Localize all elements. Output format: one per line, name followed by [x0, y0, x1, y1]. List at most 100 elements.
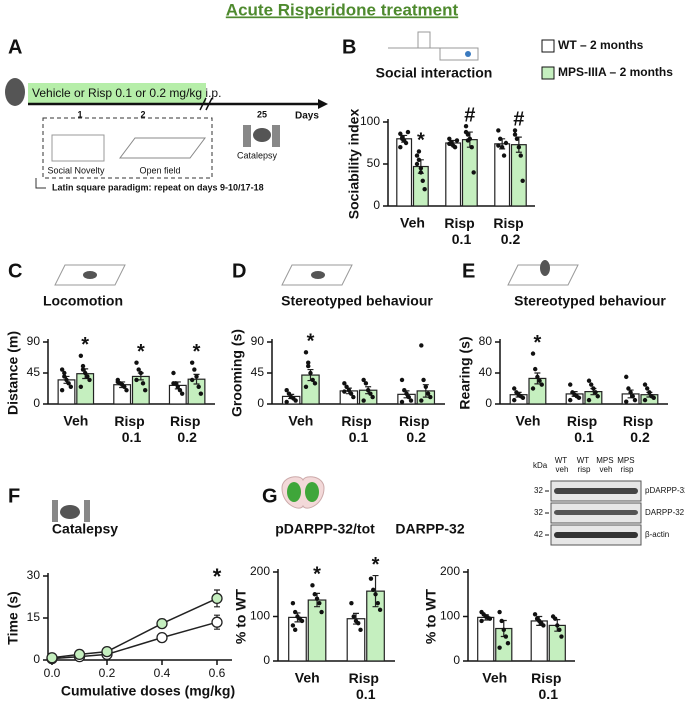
x-tick-label: Risp 0.1 — [114, 413, 148, 445]
data-point — [87, 377, 92, 383]
data-point — [530, 386, 536, 391]
data-point — [310, 583, 315, 588]
data-point — [303, 350, 309, 355]
data-point — [319, 609, 324, 615]
data-point — [418, 166, 424, 171]
bar — [445, 142, 462, 207]
data-point — [422, 187, 427, 192]
data-point — [175, 384, 181, 389]
panel-label: C — [8, 260, 22, 282]
data-point — [284, 388, 289, 393]
data-point — [344, 384, 349, 389]
data-point — [535, 374, 540, 380]
data-point — [496, 143, 501, 148]
data-point — [312, 592, 317, 597]
data-point — [420, 178, 425, 183]
data-point — [198, 391, 204, 396]
x-tick-label: Veh — [63, 413, 88, 429]
data-point — [293, 398, 298, 403]
lane-label: WT veh — [555, 456, 570, 474]
data-point — [403, 140, 409, 146]
y-tick-label: 45 — [251, 365, 265, 379]
apparatus-icon — [243, 125, 251, 147]
x-tick-label: Risp 0.1 — [567, 413, 601, 445]
data-point — [80, 367, 86, 372]
apparatus-icon — [84, 500, 90, 522]
data-point — [632, 397, 638, 403]
bar — [346, 618, 366, 662]
data-point — [189, 360, 195, 365]
blot-image — [550, 480, 642, 546]
data-point — [447, 141, 452, 147]
data-point — [171, 381, 176, 386]
data-point — [586, 378, 592, 383]
timeline-arrow — [318, 99, 328, 109]
data-point — [498, 136, 503, 141]
x-tick-label: Risp 0.2 — [170, 413, 204, 445]
data-point — [589, 382, 594, 387]
data-point — [140, 381, 146, 386]
data-point — [505, 641, 511, 646]
y-axis-label: Time (s) — [5, 591, 21, 644]
blot-band — [554, 510, 638, 515]
x-axis-label: Cumulative doses (mg/kg) — [61, 683, 235, 699]
apparatus-icon — [54, 264, 126, 286]
data-point — [62, 370, 67, 376]
data-point — [512, 397, 517, 403]
mouse-icon — [60, 505, 80, 519]
mouse-icon — [253, 128, 271, 142]
data-point — [62, 374, 67, 379]
x-tick-label: Veh — [516, 413, 541, 429]
data-point — [312, 381, 318, 386]
y-axis-label: Grooming (s) — [229, 329, 245, 417]
data-point — [496, 128, 501, 133]
y-axis-label: Distance (m) — [5, 331, 21, 415]
day-label: 1 — [77, 109, 82, 119]
data-point — [512, 132, 518, 137]
data-point — [447, 136, 452, 141]
data-point — [290, 623, 296, 628]
data-point — [136, 367, 141, 372]
data-point — [479, 618, 484, 624]
y-axis-label: % to WT — [233, 588, 249, 644]
data-point — [499, 618, 504, 624]
day-label: 25 — [257, 109, 267, 119]
y-axis-label: % to WT — [423, 588, 439, 644]
data-point — [469, 145, 474, 150]
protein-label: pDARPP-32 — [645, 486, 685, 495]
data-point — [624, 374, 629, 380]
data-point — [503, 634, 509, 639]
panel-label: G — [262, 485, 278, 507]
apparatus-icon — [281, 264, 353, 286]
data-point — [419, 343, 424, 348]
treatment-text: Vehicle or Risp 0.1 or 0.2 mg/kg i.p. — [32, 86, 221, 100]
apparatus-icon — [272, 125, 280, 147]
data-point — [452, 145, 458, 150]
test-label: Catalepsy — [237, 150, 278, 160]
icons — [52, 31, 579, 522]
brain-icon — [305, 482, 319, 502]
data-point — [501, 627, 506, 633]
legend-swatch — [541, 39, 555, 53]
data-point — [593, 390, 598, 395]
y-tick-label: 200 — [250, 564, 270, 578]
x-tick-label: Risp 0.1 — [341, 413, 375, 445]
data-point — [539, 382, 544, 387]
data-point — [497, 645, 502, 650]
panel-label: F — [8, 485, 20, 507]
data-point — [402, 388, 407, 393]
protein-label: β-actin — [645, 530, 669, 539]
data-point — [59, 367, 65, 372]
x-tick-label: 0.4 — [154, 666, 171, 680]
bar — [494, 143, 511, 207]
data-point — [189, 377, 195, 383]
data-point — [292, 609, 298, 615]
y-tick-label: 80 — [479, 334, 493, 348]
data-point — [501, 153, 507, 158]
panel-label: E — [462, 260, 475, 282]
mouse-icon — [83, 271, 97, 279]
data-point — [642, 397, 648, 403]
y-axis-label: Sociability index — [346, 109, 362, 220]
y-tick-label: 45 — [27, 365, 41, 379]
data-point — [463, 129, 469, 135]
